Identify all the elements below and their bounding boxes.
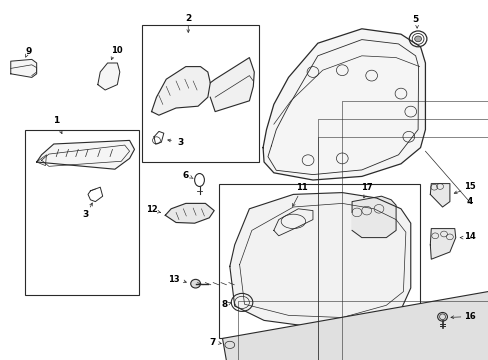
Text: 12: 12 <box>145 205 157 214</box>
Text: 3: 3 <box>178 138 183 147</box>
Text: 16: 16 <box>463 311 474 320</box>
Polygon shape <box>11 59 37 77</box>
Text: 13: 13 <box>167 274 179 284</box>
Bar <box>219 184 419 338</box>
Text: 9: 9 <box>25 46 32 55</box>
Polygon shape <box>429 229 455 259</box>
Bar <box>25 130 139 295</box>
Polygon shape <box>229 193 410 328</box>
Text: 11: 11 <box>296 184 307 192</box>
Text: 1: 1 <box>53 116 59 125</box>
Polygon shape <box>351 196 395 238</box>
Polygon shape <box>37 140 134 169</box>
Text: 2: 2 <box>185 14 191 23</box>
Ellipse shape <box>414 36 421 42</box>
Text: 15: 15 <box>463 182 474 191</box>
Text: 5: 5 <box>412 15 418 24</box>
Ellipse shape <box>190 279 200 288</box>
Text: 14: 14 <box>463 233 474 242</box>
Text: 17: 17 <box>360 184 372 192</box>
Polygon shape <box>210 58 254 112</box>
Text: 6: 6 <box>183 171 188 180</box>
Text: 10: 10 <box>110 46 122 55</box>
Text: 4: 4 <box>465 197 472 206</box>
Polygon shape <box>151 67 210 115</box>
Polygon shape <box>98 63 120 90</box>
Text: 7: 7 <box>209 338 216 347</box>
Bar <box>142 25 259 162</box>
Polygon shape <box>429 184 449 207</box>
Polygon shape <box>263 29 425 180</box>
Text: 3: 3 <box>82 210 88 219</box>
Ellipse shape <box>437 312 447 321</box>
Text: 8: 8 <box>222 300 227 309</box>
Polygon shape <box>165 203 214 223</box>
